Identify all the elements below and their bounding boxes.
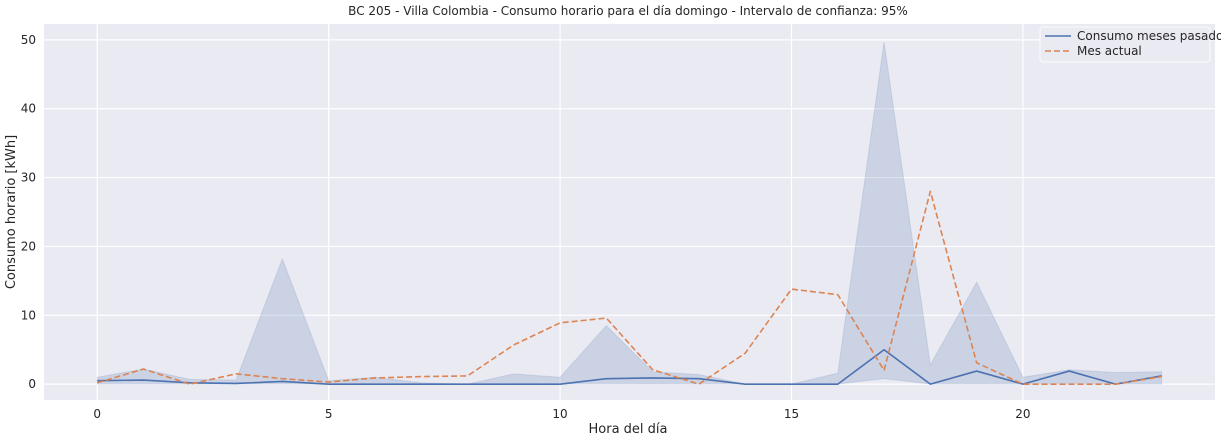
- y-tick-label: 20: [21, 239, 36, 253]
- x-tick-label: 15: [784, 407, 799, 421]
- y-tick-label: 50: [21, 33, 36, 47]
- chart-title: BC 205 - Villa Colombia - Consumo horari…: [348, 4, 908, 18]
- axis-ticks: 0 5 10 15 20 0 10 20 30 40 50: [21, 33, 1031, 421]
- series-line-mes-actual: [96, 190, 1162, 385]
- x-axis-label: Hora del día: [589, 422, 668, 437]
- y-tick-label: 10: [21, 308, 36, 322]
- legend-box: [1039, 26, 1211, 63]
- x-tick-label: 5: [325, 407, 333, 421]
- y-tick-label: 30: [21, 171, 36, 185]
- series-line-consumo-meses-pasados: [97, 348, 1162, 385]
- y-axis-label: Consumo horario [kWh]: [4, 135, 19, 289]
- series-lines: [96, 190, 1162, 385]
- legend-label-mes-actual: Mes actual: [1077, 44, 1142, 58]
- legend: Consumo meses pasados Mes actual: [1039, 26, 1221, 63]
- x-tick-label: 0: [93, 407, 101, 421]
- plot-area: [44, 24, 1215, 400]
- y-tick-label: 40: [21, 102, 36, 116]
- grid-lines: [44, 24, 1215, 400]
- y-tick-label: 0: [28, 377, 36, 391]
- legend-label-consumo-meses-pasados: Consumo meses pasados: [1077, 29, 1221, 43]
- x-tick-label: 10: [552, 407, 567, 421]
- x-tick-label: 20: [1015, 407, 1030, 421]
